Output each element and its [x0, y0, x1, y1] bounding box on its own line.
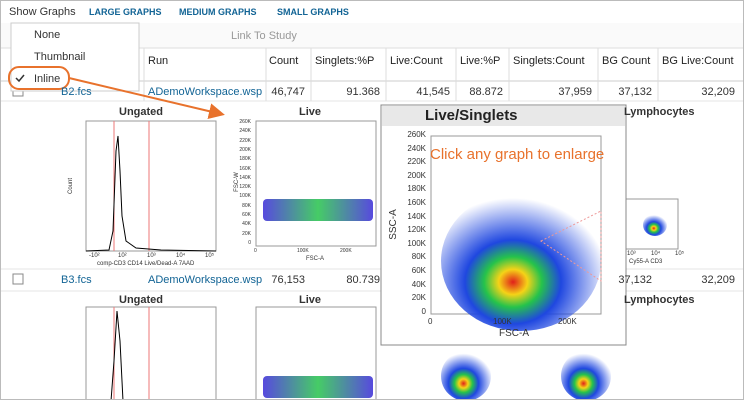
tick: 40K — [242, 221, 251, 228]
ungated-plot — [85, 120, 217, 252]
tick: 240K — [407, 143, 426, 153]
graph-size[interactable]: MEDIUM GRAPHS — [179, 7, 257, 17]
axis-label: SSC-A — [387, 209, 399, 240]
cell: 76,153 — [271, 274, 305, 286]
tick: 200K — [407, 170, 426, 180]
tick: 160K — [239, 165, 251, 172]
tick: 160K — [407, 198, 426, 207]
tick: 200K — [340, 248, 352, 254]
graph-title[interactable]: Lymphocytes — [624, 294, 695, 306]
checkboxes — [12, 85, 24, 285]
menu-item[interactable]: Thumbnail — [34, 51, 86, 63]
column-header[interactable]: Singlets:Count — [513, 55, 585, 67]
tick: 220K — [407, 157, 426, 167]
cell: 32,209 — [701, 274, 735, 286]
tick: 40K — [411, 279, 426, 289]
menu-item[interactable]: Inline — [34, 73, 61, 85]
graph-title[interactable]: Ungated — [119, 294, 163, 306]
tick: 10³ — [627, 251, 636, 257]
column-header[interactable]: Live:%P — [460, 55, 501, 67]
cell: 37,132 — [618, 86, 652, 98]
graph-title[interactable]: Lymphocytes — [624, 106, 695, 118]
tick: 0 — [421, 306, 426, 316]
tick: 10⁴ — [651, 251, 661, 257]
column-header[interactable]: BG Live:Count — [662, 55, 734, 67]
tick: 100K — [493, 317, 512, 326]
tick: 0 — [248, 239, 251, 246]
cell: 37,959 — [558, 86, 592, 98]
row-name[interactable]: B3.fcs — [61, 274, 92, 286]
popup-title[interactable]: Live/Singlets — [425, 107, 518, 124]
run-link[interactable]: ADemoWorkspace.wsp — [148, 86, 263, 98]
tick: 260K — [239, 119, 251, 125]
tick: 100K — [407, 238, 426, 248]
tick: 80K — [411, 252, 426, 262]
graph-size[interactable]: SMALL GRAPHS — [277, 7, 349, 17]
tick: 140K — [407, 211, 426, 221]
tick: 180K — [239, 156, 251, 163]
axis-label: comp-CD3 CD14 Live/Dead-A 7AAD — [97, 261, 195, 267]
live-plot — [255, 120, 377, 247]
tick: 10⁴ — [176, 253, 186, 259]
row2-plots — [85, 306, 611, 399]
tick: 10³ — [147, 253, 156, 259]
tick: 10⁵ — [205, 253, 215, 259]
tick: 100K — [239, 193, 251, 200]
column-lines — [143, 48, 659, 101]
popup — [380, 104, 627, 346]
column-header[interactable]: Live:Count — [390, 55, 443, 67]
cell: 91.368 — [346, 86, 380, 98]
tick: 120K — [407, 225, 426, 235]
arrow — [68, 77, 225, 120]
cell: 37,132 — [618, 274, 652, 286]
axis-label: FSC-A — [499, 328, 529, 339]
tick: 10⁵ — [675, 251, 685, 257]
link-to-study[interactable]: Link To Study — [231, 30, 297, 42]
tick: 20K — [242, 230, 251, 237]
tick: 120K — [239, 184, 251, 191]
graph-size[interactable]: LARGE GRAPHS — [89, 7, 162, 17]
tick: 60K — [242, 212, 251, 218]
tick: 10² — [118, 253, 127, 259]
row-name[interactable]: B2.fcs — [61, 86, 92, 98]
graph-title[interactable]: Live — [299, 106, 322, 118]
cell: 88.872 — [469, 86, 503, 98]
tick: 220K — [239, 137, 251, 144]
tick: 60K — [411, 266, 426, 275]
annotation: Click any graph to enlarge — [430, 146, 605, 163]
show-graphs[interactable]: Show Graphs — [9, 6, 76, 18]
tick: 200K — [239, 146, 251, 153]
tick: -10² — [89, 253, 100, 259]
cell: 46,747 — [271, 86, 305, 98]
column-header[interactable]: Singlets:%P — [315, 55, 375, 67]
tick: 0 — [254, 248, 257, 254]
cell: 41,545 — [416, 86, 450, 98]
tick: 260K — [407, 130, 426, 139]
tick: 240K — [239, 128, 251, 135]
axis-label: Count — [68, 177, 75, 195]
tick: 100K — [297, 248, 309, 254]
axis-label: Cy55-A CD3 — [629, 259, 663, 265]
menu-item[interactable]: None — [34, 29, 61, 41]
tick: 180K — [407, 184, 426, 194]
tick: 0 — [428, 317, 433, 326]
tick: 20K — [411, 293, 426, 303]
tick: 140K — [239, 174, 251, 181]
lymph-plot — [625, 198, 679, 250]
column-header[interactable]: BG Count — [602, 55, 651, 67]
axis-label: FSC-A — [306, 256, 324, 262]
cell: 32,209 — [701, 86, 735, 98]
column-header[interactable]: Count — [269, 55, 299, 67]
tick: 200K — [558, 317, 577, 326]
graph-title[interactable]: Ungated — [119, 106, 163, 118]
cell: 80.739 — [346, 274, 380, 286]
run-link[interactable]: ADemoWorkspace.wsp — [148, 274, 263, 286]
column-header[interactable]: Run — [148, 55, 169, 67]
graph-title[interactable]: Live — [299, 294, 322, 306]
tick: 80K — [242, 202, 251, 209]
